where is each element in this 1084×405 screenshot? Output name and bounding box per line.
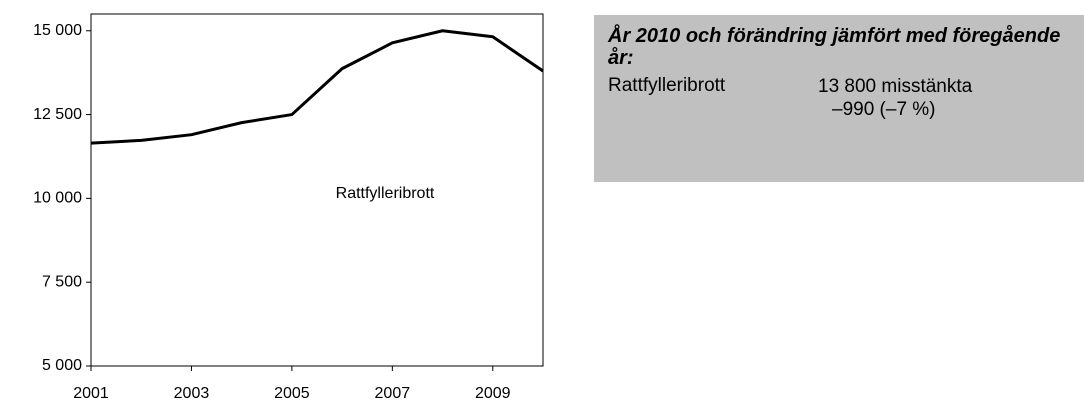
info-box: År 2010 och förändring jämfört med föreg…	[594, 15, 1084, 182]
y-tick-label: 5 000	[42, 357, 82, 374]
x-tick-label: 2009	[475, 385, 511, 402]
info-label: Rattfylleribrott	[608, 75, 726, 96]
plot-frame	[90, 13, 544, 367]
info-title: År 2010 och förändring jämfört med föreg…	[608, 25, 1061, 69]
x-tick-label: 2005	[274, 385, 310, 402]
x-tick-label: 2001	[73, 385, 109, 402]
chart: 5 000 7 500 10 000 12 500 15 000 2001 2003 2005…	[33, 13, 544, 402]
y-tick-label: 7 500	[42, 273, 82, 290]
info-row: Rattfylleribrott 13 800 misstänkta –990 …	[608, 75, 1070, 121]
data-line	[90, 29, 544, 145]
series-label: Rattfylleribrott	[336, 185, 435, 202]
info-value: 13 800 misstänkta	[818, 76, 973, 97]
x-tick-label: 2003	[174, 385, 210, 402]
y-tick-label: 10 000	[33, 190, 82, 207]
info-values: 13 800 misstänkta –990 (–7 %)	[818, 75, 972, 121]
y-tick-label: 15 000	[33, 22, 82, 39]
info-change: –990 (–7 %)	[832, 99, 936, 120]
x-tick-label: 2007	[375, 385, 411, 402]
y-tick-label: 12 500	[33, 106, 82, 123]
